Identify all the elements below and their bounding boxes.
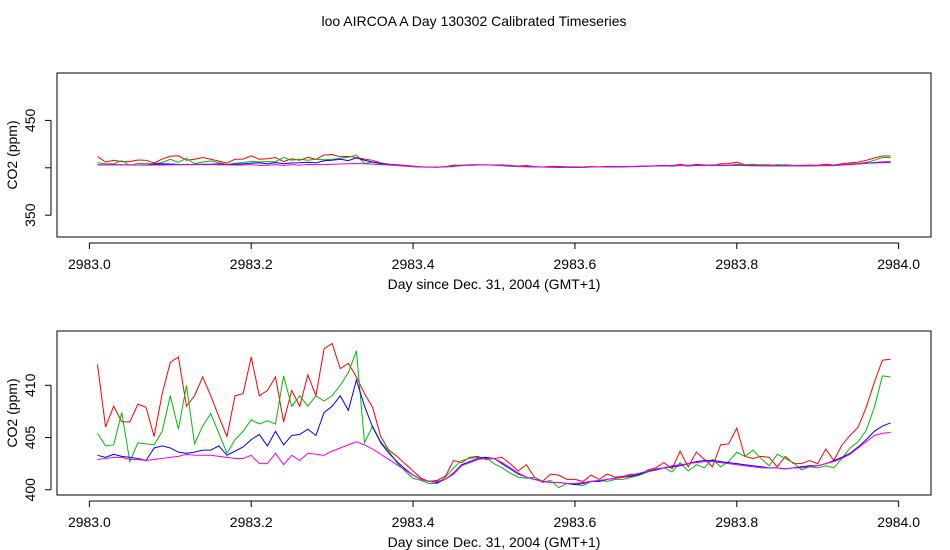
- x-tick-label: 2983.8: [715, 514, 758, 530]
- chart-panel-1: 2983.0 2983.2 2983.4 2983.6 2983.8 2984.0 Day …: [4, 72, 932, 292]
- series-line-2: [97, 350, 891, 489]
- x-axis-label: Day since Dec. 31, 2004 (GMT+1): [388, 276, 601, 292]
- chart-panel-2: 2983.0 2983.2 2983.4 2983.6 2983.8 2984.0 Day …: [4, 330, 932, 550]
- plot-frame: [56, 72, 932, 238]
- x-tick-label: 2983.0: [68, 514, 111, 530]
- figure-title: loo AIRCOA A Day 130302 Calibrated Times…: [321, 13, 626, 29]
- x-tick-label: 2983.6: [554, 256, 597, 272]
- x-tick-label: 2984.0: [877, 514, 920, 530]
- y-axis-label: CO2 (ppm): [4, 120, 20, 189]
- x-tick-label: 2983.2: [230, 514, 273, 530]
- chart-panels: 2983.0 2983.2 2983.4 2983.6 2983.8 2984.0 Day …: [4, 72, 932, 550]
- y-tick-label: 350: [22, 203, 38, 227]
- x-tick-label: 2983.4: [392, 514, 435, 530]
- y-tick-label: 400: [22, 478, 38, 502]
- series-line-4: [97, 162, 891, 168]
- x-tick-label: 2984.0: [877, 256, 920, 272]
- x-tick-label: 2983.4: [392, 256, 435, 272]
- series-line-1: [96, 342, 891, 483]
- series-line-4: [97, 431, 891, 485]
- x-tick-label: 2983.6: [554, 514, 597, 530]
- x-tick-label: 2983.0: [68, 256, 111, 272]
- plot-frame: [56, 330, 932, 496]
- x-axis-label: Day since Dec. 31, 2004 (GMT+1): [388, 534, 601, 550]
- y-tick-label: 410: [22, 373, 38, 397]
- x-tick-label: 2983.2: [230, 256, 273, 272]
- y-tick-label: 405: [22, 426, 38, 450]
- x-tick-label: 2983.8: [715, 256, 758, 272]
- y-tick-label: 450: [22, 109, 38, 133]
- series-line-3: [97, 378, 891, 486]
- y-axis-label: CO2 (ppm): [4, 378, 20, 447]
